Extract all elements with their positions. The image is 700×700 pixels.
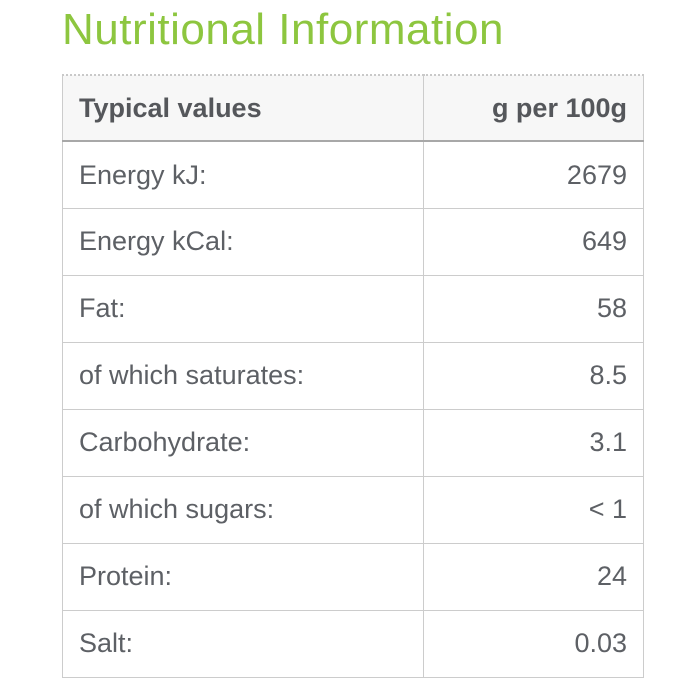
row-label: Protein: xyxy=(62,542,424,611)
table-row: Carbohydrate: 3.1 xyxy=(62,408,644,477)
row-value: 3.1 xyxy=(423,408,644,477)
table-row: Energy kCal: 649 xyxy=(62,207,644,276)
table-row: of which sugars: < 1 xyxy=(62,475,644,544)
table-row: Energy kJ: 2679 xyxy=(62,140,644,209)
table-row: Fat: 58 xyxy=(62,274,644,343)
row-label: Energy kJ: xyxy=(62,140,424,209)
row-label: of which sugars: xyxy=(62,475,424,544)
table-row: Salt: 0.03 xyxy=(62,609,644,678)
row-value: 24 xyxy=(423,542,644,611)
row-value: 58 xyxy=(423,274,644,343)
header-typical-values: Typical values xyxy=(62,74,424,143)
header-g-per-100g: g per 100g xyxy=(423,74,644,143)
row-value: < 1 xyxy=(423,475,644,544)
table-row: Protein: 24 xyxy=(62,542,644,611)
table-header-row: Typical values g per 100g xyxy=(62,74,644,143)
nutrition-table: Typical values g per 100g Energy kJ: 267… xyxy=(62,74,644,678)
row-value: 2679 xyxy=(423,140,644,209)
row-value: 649 xyxy=(423,207,644,276)
row-label: Carbohydrate: xyxy=(62,408,424,477)
row-label: Salt: xyxy=(62,609,424,678)
row-value: 0.03 xyxy=(423,609,644,678)
page-title: Nutritional Information xyxy=(62,5,504,54)
row-label: Energy kCal: xyxy=(62,207,424,276)
row-value: 8.5 xyxy=(423,341,644,410)
row-label: of which saturates: xyxy=(62,341,424,410)
table-row: of which saturates: 8.5 xyxy=(62,341,644,410)
row-label: Fat: xyxy=(62,274,424,343)
